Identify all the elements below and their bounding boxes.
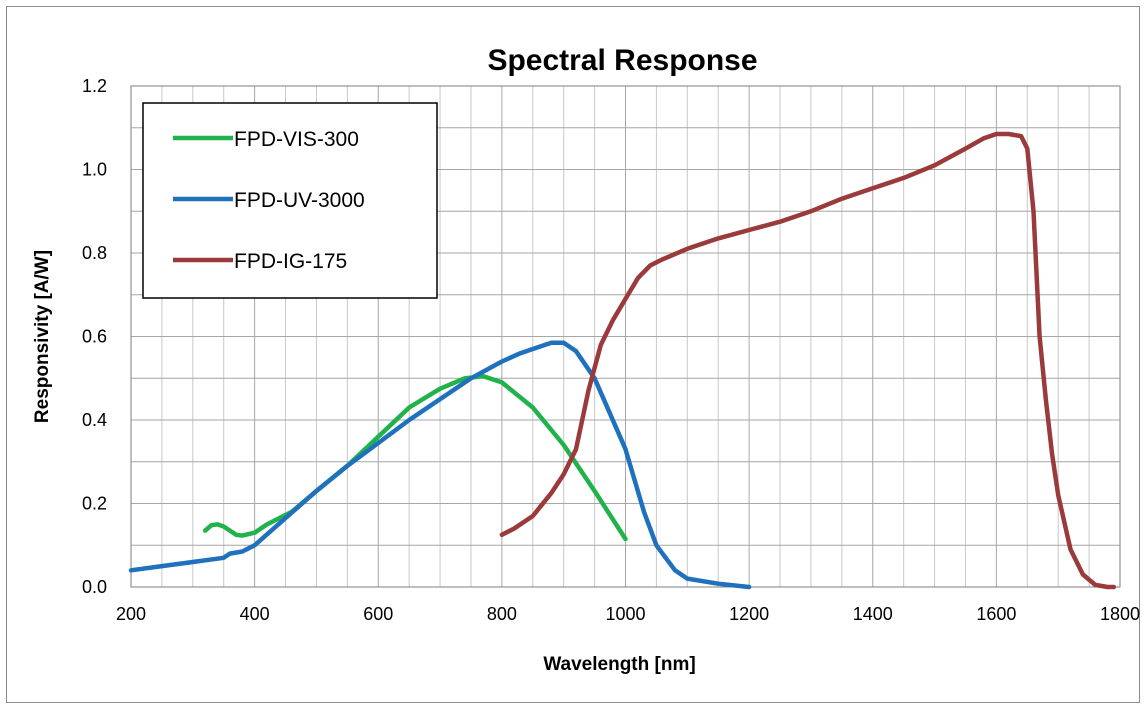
series-line-fpd-vis-300 (202, 373, 628, 542)
x-tick-label: 1600 (976, 604, 1016, 624)
y-tick-label: 0.0 (82, 577, 107, 597)
plot-area-border (130, 85, 1121, 588)
y-tick-label: 0.6 (82, 327, 107, 347)
y-axis-title: Responsivity [A/W] (32, 250, 53, 423)
y-axis-ticks: 0.0 0.2 0.4 0.6 0.8 1.0 1.2 (82, 76, 107, 597)
y-tick-label: 1.0 (82, 160, 107, 180)
legend-label: FPD-VIS-300 (234, 128, 359, 151)
x-tick-label: 1200 (729, 604, 769, 624)
x-tick-label: 400 (240, 604, 270, 624)
series-line-fpd-ig-175 (499, 131, 1117, 590)
x-tick-label: 1400 (853, 604, 893, 624)
x-tick-label: 200 (116, 604, 146, 624)
y-tick-label: 0.8 (82, 243, 107, 263)
legend-label: FPD-IG-175 (234, 250, 347, 273)
series-layer (128, 131, 1117, 590)
x-tick-label: 800 (487, 604, 517, 624)
x-tick-label: 1000 (605, 604, 645, 624)
x-tick-label: 1800 (1100, 604, 1140, 624)
x-axis-title: Wavelength [nm] (543, 654, 695, 675)
series-line-fpd-uv-3000 (128, 340, 752, 590)
x-tick-label: 600 (363, 604, 393, 624)
legend-label: FPD-UV-3000 (234, 189, 365, 212)
x-axis-ticks: 200 400 600 800 1000 1200 1400 1600 1800 (116, 604, 1140, 624)
chart-title: Spectral Response (487, 44, 757, 77)
y-tick-label: 0.4 (82, 410, 107, 430)
y-tick-label: 1.2 (82, 76, 107, 96)
y-tick-label: 0.2 (82, 494, 107, 514)
legend: FPD-VIS-300 FPD-UV-3000 FPD-IG-175 (142, 102, 438, 299)
